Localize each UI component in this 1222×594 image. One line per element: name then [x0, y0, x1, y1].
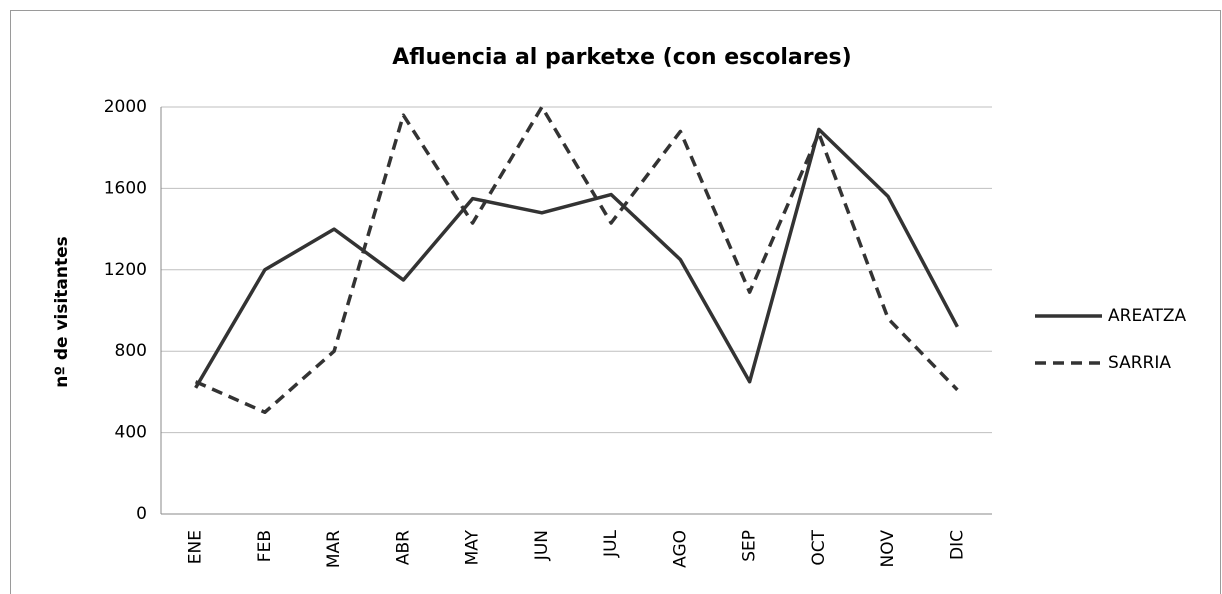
legend-label: AREATZA [1108, 306, 1187, 326]
x-tick-label: DIC [947, 530, 967, 560]
legend-label: SARRIA [1108, 353, 1171, 373]
x-tick-label: NOV [878, 530, 898, 568]
x-tick-label: SEP [740, 530, 760, 562]
line-series [194, 105, 959, 414]
chart-title: Afluencia al parketxe (con escolares) [392, 45, 851, 70]
x-tick-label: MAR [324, 530, 344, 568]
x-tick-label: ABR [393, 530, 413, 565]
x-tick-label: AGO [670, 530, 690, 568]
y-tick-label: 1600 [104, 178, 147, 198]
y-tick-label: 800 [115, 341, 147, 361]
y-tick-label: 2000 [104, 97, 147, 117]
line-series [194, 127, 959, 389]
x-tick-label: JUL [601, 529, 621, 557]
x-tick-label: FEB [255, 530, 275, 562]
x-tick-label: JUN [532, 530, 552, 561]
y-tick-label: 400 [115, 423, 147, 443]
y-tick-label: 1200 [104, 260, 147, 280]
chart-border [10, 10, 1221, 594]
x-tick-label: ENE [186, 530, 206, 564]
y-axis-label: nº de visitantes [52, 236, 72, 388]
x-tick-label: OCT [809, 529, 829, 565]
x-tick-label: MAY [463, 529, 483, 565]
y-tick-label: 0 [136, 504, 147, 524]
